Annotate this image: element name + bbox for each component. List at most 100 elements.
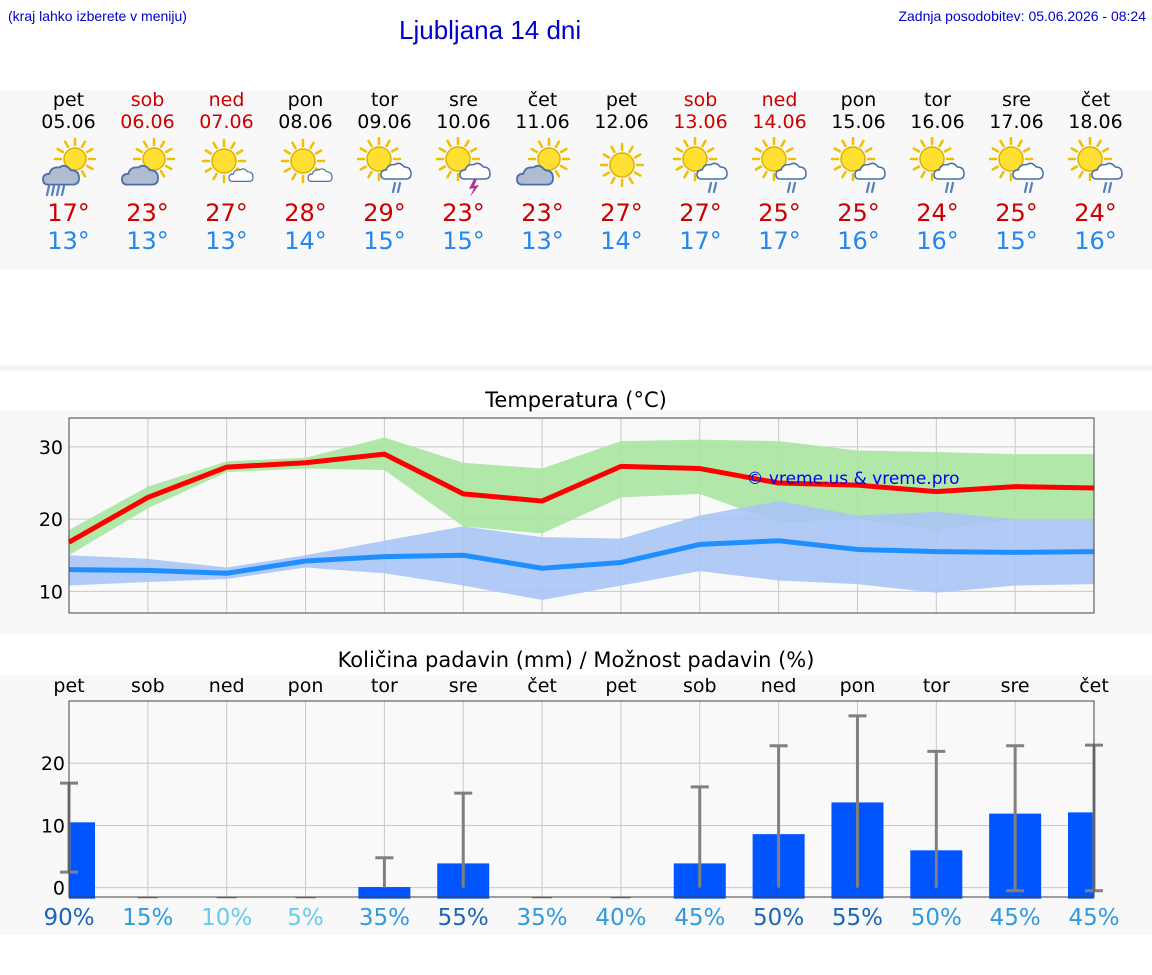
plot-frame	[68, 700, 1095, 898]
day-date: 14.06	[752, 111, 807, 133]
temp-min: 14°	[284, 227, 327, 255]
temp-max: 24°	[1074, 199, 1117, 227]
y-tick-label: 20	[41, 753, 65, 775]
temp-min: 17°	[679, 227, 722, 255]
day-name: ned	[208, 89, 245, 111]
precipitation-probability: 15%	[122, 905, 174, 931]
precipitation-probability: 55%	[831, 905, 884, 931]
precipitation-probability: 55%	[437, 905, 489, 931]
precipitation-probability: 10%	[201, 905, 253, 931]
precipitation-day-label: pet	[53, 675, 85, 697]
temp-min: 17°	[758, 227, 801, 255]
day-name: sre	[1002, 89, 1031, 111]
y-tick-label: 0	[53, 878, 65, 900]
precipitation-probability: 35%	[516, 905, 568, 931]
day-date: 15.06	[831, 111, 886, 133]
sun-small-cloud-icon	[276, 137, 336, 197]
sun-cloud-rain-icon	[750, 136, 810, 197]
sun-cloud-icon	[118, 137, 178, 197]
sun-cloud-icon	[513, 137, 573, 197]
precipitation-probability: 5%	[287, 905, 324, 931]
temp-max: 27°	[679, 199, 722, 227]
temp-min: 13°	[126, 227, 169, 255]
temp-min: 16°	[1074, 227, 1117, 255]
day-date: 07.06	[199, 111, 254, 133]
sun-icon	[592, 137, 652, 197]
temp-max: 27°	[205, 199, 248, 227]
precipitation-probability: 40%	[595, 905, 647, 931]
temp-max: 27°	[600, 199, 643, 227]
day-date: 06.06	[120, 111, 175, 133]
temp-max: 17°	[47, 199, 90, 227]
day-name: čet	[527, 89, 558, 111]
sun-cloud-rain-icon	[1066, 136, 1126, 197]
day-name: pon	[840, 89, 877, 111]
sun-cloud-rain-icon	[671, 136, 731, 197]
precipitation-day-label: pon	[287, 675, 324, 697]
day-name: tor	[371, 89, 398, 111]
precipitation-day-label: sre	[1000, 675, 1030, 697]
temp-max: 24°	[916, 199, 959, 227]
temp-min: 15°	[995, 227, 1038, 255]
sun-cloud-rain-icon	[355, 136, 415, 197]
day-date: 08.06	[278, 111, 333, 133]
precipitation-probability: 50%	[910, 905, 962, 931]
temp-min: 13°	[47, 227, 90, 255]
day-date: 13.06	[673, 111, 728, 133]
precipitation-day-label: pet	[605, 675, 637, 697]
precipitation-bar	[358, 887, 411, 899]
precipitation-probability: 45%	[674, 905, 726, 931]
precipitation-day-label: sob	[682, 675, 717, 697]
precipitation-day-label: tor	[922, 675, 950, 697]
day-name: pet	[52, 89, 85, 111]
precipitation-probability: 35%	[358, 905, 410, 931]
plot-frame	[68, 417, 1095, 614]
temp-min: 15°	[363, 227, 406, 255]
region-hint: (kraj lahko izberete v meniju)	[8, 8, 187, 24]
sun-cloud-heavy-rain-icon	[39, 137, 99, 197]
day-date: 09.06	[357, 111, 412, 133]
precipitation-day-label: sre	[448, 675, 478, 697]
precipitation-probability: 45%	[989, 905, 1041, 931]
temp-max: 25°	[837, 199, 880, 227]
day-date: 17.06	[989, 111, 1044, 133]
last-updated: Zadnja posodobitev: 05.06.2026 - 08:24	[898, 8, 1146, 24]
sun-cloud-rain-icon	[987, 136, 1047, 197]
precipitation-day-label: ned	[208, 675, 245, 697]
temp-min: 14°	[600, 227, 643, 255]
temp-max: 28°	[284, 199, 327, 227]
max-temperature-range-band	[69, 437, 1094, 556]
day-date: 18.06	[1068, 111, 1123, 133]
day-name: čet	[1080, 89, 1111, 111]
day-date: 10.06	[436, 111, 491, 133]
day-date: 11.06	[515, 111, 570, 133]
day-date: 12.06	[594, 111, 649, 133]
sun-cloud-rain-icon	[829, 136, 889, 197]
day-name: sob	[130, 89, 165, 111]
watermark: © vreme.us & vreme.pro	[746, 469, 959, 489]
temp-min: 15°	[442, 227, 485, 255]
precipitation-probability: 90%	[43, 905, 95, 931]
precipitation-bar	[69, 822, 95, 899]
temp-max: 23°	[442, 199, 485, 227]
y-tick-label: 20	[39, 509, 63, 531]
forecast-strip	[0, 90, 1152, 270]
y-tick-label: 30	[39, 437, 63, 459]
temp-min: 13°	[521, 227, 564, 255]
divider	[0, 365, 1152, 371]
temp-max: 25°	[995, 199, 1038, 227]
day-name: ned	[761, 89, 798, 111]
temperature-chart-title: Temperatura (°C)	[485, 388, 667, 412]
temp-max: 29°	[363, 199, 406, 227]
temp-max: 25°	[758, 199, 801, 227]
precipitation-bar	[1068, 812, 1094, 899]
precipitation-probability: 50%	[753, 905, 805, 931]
precipitation-day-label: čet	[527, 675, 557, 697]
day-date: 05.06	[41, 111, 96, 133]
day-name: tor	[924, 89, 951, 111]
precipitation-chart-title: Količina padavin (mm) / Možnost padavin …	[337, 648, 815, 672]
sun-thunder-icon	[434, 136, 494, 197]
precipitation-day-label: sob	[131, 675, 165, 697]
